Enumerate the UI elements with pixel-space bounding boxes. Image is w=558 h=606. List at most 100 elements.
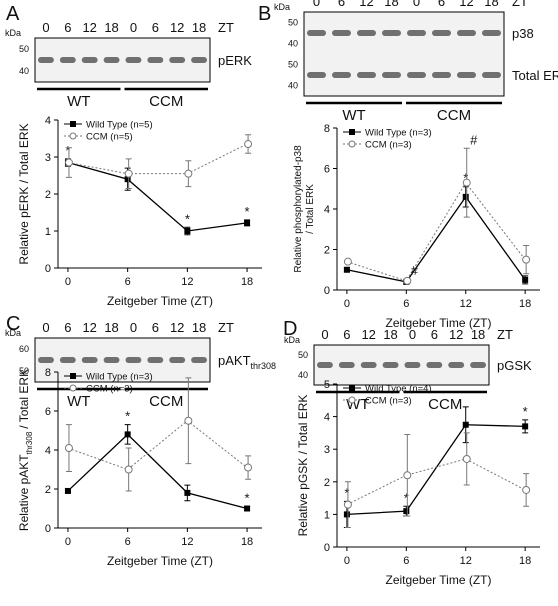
data-point — [244, 140, 253, 149]
y-axis-label: Relative pAKTthr308 / Total ERK — [17, 369, 34, 531]
blot-band — [59, 57, 76, 63]
lane-label: 12 — [82, 20, 96, 35]
lane-label: 6 — [152, 320, 159, 335]
lane-label: 12 — [449, 327, 463, 342]
kda-label: 50 — [19, 366, 29, 376]
lane-label: 6 — [431, 327, 438, 342]
blot-band — [360, 362, 377, 368]
lane-label: 0 — [130, 20, 137, 35]
data-point — [462, 193, 469, 200]
lane-label: 0 — [409, 327, 416, 342]
blot-band — [38, 357, 54, 363]
y-axis-label: Relative pERK / Total ERK — [17, 123, 31, 264]
data-point — [462, 454, 471, 463]
y-tick-label: 3 — [324, 444, 330, 456]
legend-label: Wild Type (n=3) — [365, 128, 432, 139]
data-point — [124, 169, 133, 178]
x-tick-label: 18 — [519, 555, 531, 567]
series-line — [346, 195, 526, 283]
kda-header: kDa — [5, 328, 21, 338]
lane-label: 18 — [192, 20, 206, 35]
y-axis-label-tail: / Total ERK — [17, 369, 31, 429]
x-tick-label: 0 — [344, 298, 350, 310]
significance-mark: # — [411, 263, 419, 278]
data-point — [343, 500, 352, 509]
blot-band — [332, 72, 351, 78]
significance-mark: * — [404, 490, 409, 505]
significance-mark: * — [245, 491, 250, 506]
data-point — [244, 505, 251, 512]
legend-label: Wild Type (n=3) — [86, 372, 153, 383]
data-point — [522, 276, 529, 283]
y-tick-label: 8 — [45, 367, 51, 379]
data-point — [184, 489, 191, 496]
group-label: WT — [67, 93, 90, 110]
lane-label: 18 — [484, 0, 498, 9]
data-point — [184, 228, 191, 234]
blot-band — [147, 357, 164, 363]
lane-label: 12 — [170, 20, 184, 35]
x-tick-label: 12 — [460, 555, 472, 567]
protein-label: Total ERK — [512, 68, 558, 83]
x-tick-label: 0 — [344, 555, 350, 567]
x-tick-label: 6 — [125, 276, 131, 288]
lane-label: 6 — [343, 327, 350, 342]
legend-symbol — [349, 129, 355, 135]
blot-band — [307, 30, 326, 36]
y-tick-label: 1 — [324, 509, 330, 521]
y-tick-label: 2 — [45, 189, 51, 201]
blot-band — [103, 357, 120, 363]
significance-mark: * — [185, 211, 190, 226]
lane-label: 0 — [42, 20, 49, 35]
blot-band — [332, 30, 351, 36]
kda-header: kDa — [284, 335, 300, 345]
y-axis-label-text: Relative pERK / Total ERK — [17, 123, 31, 264]
lane-label: 6 — [438, 0, 445, 9]
lane-label: 6 — [64, 320, 71, 335]
x-tick-label: 0 — [65, 276, 71, 288]
blot-band — [317, 362, 333, 368]
legend-label: CCM (n=3) — [365, 396, 412, 407]
kda-label: 50 — [288, 60, 298, 70]
y-tick-label: 6 — [324, 164, 330, 176]
blot-band — [426, 362, 443, 368]
y-axis-label-text: Relative pGSK / Total ERK — [296, 395, 310, 537]
blot-band — [407, 72, 426, 78]
lane-label: 18 — [104, 320, 118, 335]
legend-label: CCM (n=3) — [365, 140, 412, 151]
y-tick-label: 4 — [45, 445, 51, 457]
blot-band — [169, 357, 186, 363]
x-tick-label: 18 — [241, 536, 253, 548]
protein-name: pGSK — [497, 358, 532, 373]
y-axis-label-text: / Total ERK — [305, 184, 316, 234]
y-tick-label: 0 — [324, 542, 330, 554]
y-axis-label-text: Relative phosphorylated-p38 — [293, 145, 304, 273]
significance-mark: * — [125, 409, 130, 424]
blot-band — [169, 57, 186, 63]
group-label: CCM — [428, 396, 462, 413]
zt-label: ZT — [218, 20, 234, 35]
legend-label: Wild Type (n=4) — [365, 384, 432, 395]
lane-label: 0 — [321, 327, 328, 342]
data-point — [522, 423, 529, 430]
blot-band — [457, 30, 476, 36]
blot-band — [357, 72, 376, 78]
lane-label: 18 — [471, 327, 485, 342]
blot-band — [81, 357, 98, 363]
group-label: WT — [342, 107, 365, 124]
blot-band — [382, 362, 399, 368]
y-axis-label: Relative pGSK / Total ERK — [296, 395, 310, 537]
data-point — [64, 487, 71, 494]
series-line — [346, 181, 526, 282]
data-point — [343, 266, 350, 273]
protein-label: p38 — [512, 26, 534, 41]
lane-label: 6 — [64, 20, 71, 35]
zt-label: ZT — [497, 327, 513, 342]
protein-name: Total ERK — [512, 68, 558, 83]
blot-band — [432, 72, 451, 78]
blot-band — [382, 30, 401, 36]
group-label: CCM — [149, 93, 183, 110]
kda-label: 50 — [298, 350, 308, 360]
blot-band — [432, 30, 451, 36]
kda-header: kDa — [5, 28, 21, 38]
